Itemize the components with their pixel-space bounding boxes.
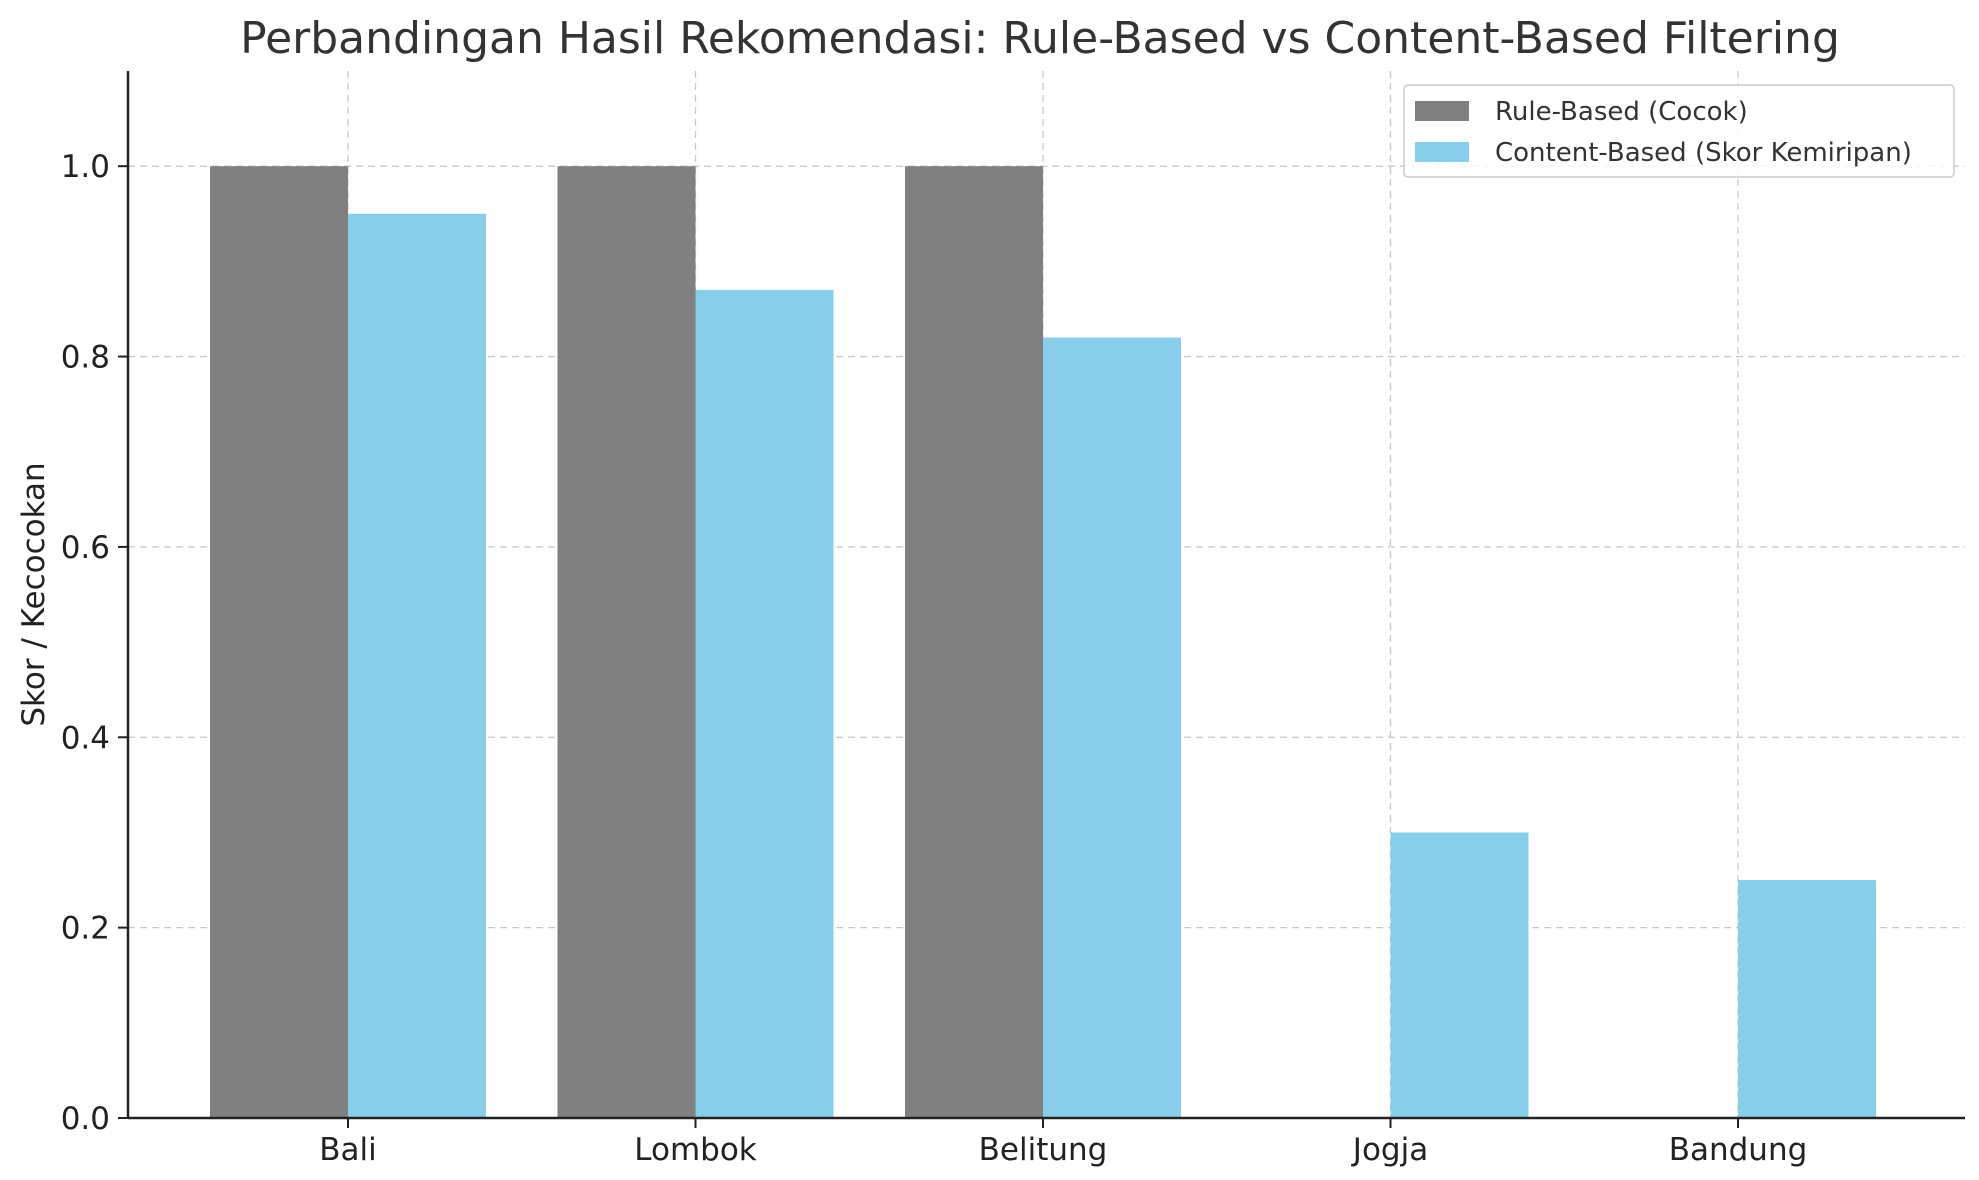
bar-content-based-lombok: [695, 289, 834, 1118]
y-tick-label: 0.8: [61, 340, 110, 376]
tick-labels: 0.0 0.2 0.4 0.6 0.8 1.0 Bali Lombok Belitung Jogj…: [61, 149, 1808, 1168]
y-tick-label: 0.4: [61, 720, 110, 756]
x-tick-label: Bandung: [1669, 1132, 1808, 1168]
y-tick-label: 0.0: [61, 1101, 110, 1137]
x-tick-label: Jogja: [1351, 1132, 1428, 1168]
y-tick-label: 0.2: [61, 911, 110, 947]
legend: Rule-Based (Cocok) Content-Based (Skor Ke…: [1403, 84, 1955, 178]
legend-swatch: [1415, 101, 1469, 121]
legend-label: Rule-Based (Cocok): [1495, 97, 1748, 127]
y-tick-label: 1.0: [61, 149, 110, 185]
legend-box: [1403, 84, 1955, 178]
axes: [126, 71, 1965, 1120]
y-axis-label: Skor / Kecocokan: [16, 462, 52, 726]
bar-content-based-jogja: [1390, 832, 1529, 1118]
legend-label: Content-Based (Skor Kemiripan): [1495, 138, 1912, 168]
x-tick-label: Belitung: [979, 1132, 1108, 1168]
bar-rule-based-lombok: [557, 166, 696, 1118]
bar-content-based-belitung: [1043, 337, 1181, 1118]
x-tick-label: Lombok: [634, 1132, 757, 1168]
x-tick-label: Bali: [319, 1132, 377, 1168]
chart-title: Perbandingan Hasil Rekomendasi: Rule-Bas…: [240, 13, 1840, 64]
bar-content-based-bandung: [1738, 880, 1876, 1118]
bar-content-based-bali: [348, 213, 486, 1119]
bar-rule-based-belitung: [905, 166, 1043, 1118]
legend-swatch: [1415, 142, 1469, 162]
y-tick-label: 0.6: [61, 530, 110, 566]
bars: [210, 166, 1876, 1119]
bar-rule-based-bali: [210, 166, 348, 1118]
